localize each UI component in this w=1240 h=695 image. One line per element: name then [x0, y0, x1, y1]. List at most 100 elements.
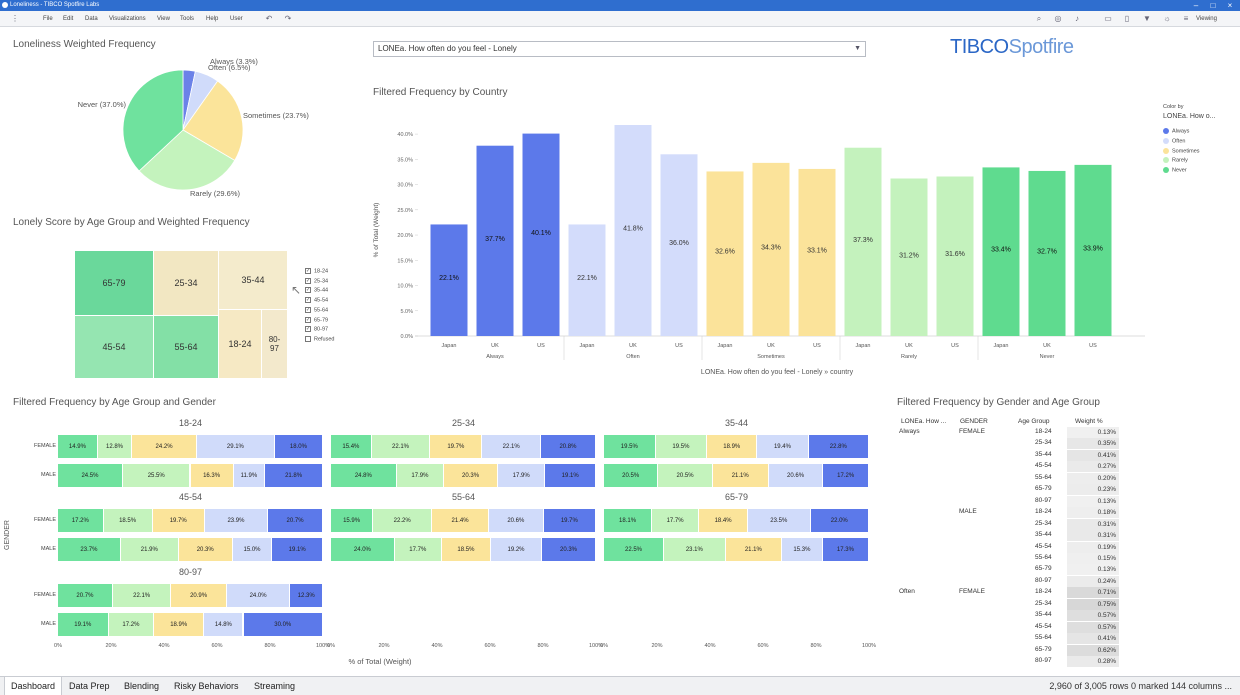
menu-user[interactable]: User [230, 16, 243, 22]
segment-bar[interactable]: 17.3% [822, 538, 868, 561]
segment-bar[interactable]: 30.0% [243, 613, 322, 636]
segment-bar[interactable]: 17.2% [823, 464, 868, 487]
legend-item[interactable]: ✓ 80-97 [305, 326, 365, 333]
close-icon[interactable]: × [1227, 1, 1233, 10]
segment-bar[interactable]: 19.1% [545, 464, 595, 487]
segment-bar[interactable]: 11.9% [233, 464, 265, 487]
bookmark-icon[interactable]: ▯ [1124, 14, 1130, 23]
segment-bar[interactable]: 20.7% [58, 584, 112, 607]
checkbox-icon[interactable]: ✓ [305, 306, 311, 313]
segment-bar[interactable]: 20.3% [542, 538, 595, 561]
segment-bar[interactable]: 21.1% [725, 538, 781, 561]
menu-data[interactable]: Data [85, 16, 98, 22]
segment-bar[interactable]: 20.9% [171, 584, 226, 607]
undo-icon[interactable]: ↶ [265, 14, 273, 23]
checkbox-icon[interactable]: ✓ [305, 287, 311, 294]
search-icon[interactable]: ⌕ [1036, 14, 1042, 23]
segment-bar[interactable]: 18.9% [154, 613, 204, 636]
tab-streaming[interactable]: Streaming [254, 681, 296, 691]
segment-bar[interactable]: 19.1% [58, 613, 108, 636]
treemap-cell[interactable]: 80-97 [262, 310, 287, 378]
segment-bar[interactable]: 23.1% [664, 538, 725, 561]
segment-bar[interactable]: 20.7% [268, 509, 322, 532]
segment-bar[interactable]: 21.8% [265, 464, 322, 487]
segment-bar[interactable]: 19.4% [757, 435, 808, 458]
segment-bar[interactable]: 21.4% [432, 509, 488, 532]
segment-bar[interactable]: 12.8% [97, 435, 132, 458]
segment-bar[interactable]: 19.7% [543, 509, 595, 532]
menu-tools[interactable]: Tools [180, 16, 195, 22]
legend-item[interactable]: ✓ 25-34 [305, 277, 365, 284]
globe-icon[interactable]: ◎ [1054, 14, 1062, 23]
segment-bar[interactable]: 15.4% [331, 435, 371, 458]
treemap-cell[interactable]: 65-79 [75, 251, 153, 315]
segment-bar[interactable]: 23.7% [58, 538, 120, 561]
segment-bar[interactable]: 20.5% [658, 464, 712, 487]
segment-bar[interactable]: 18.4% [699, 509, 748, 532]
legend-item[interactable]: ✓ 55-64 [305, 306, 365, 313]
segment-bar[interactable]: 18.0% [274, 435, 322, 458]
segment-bar[interactable]: 17.2% [58, 509, 103, 532]
tab-data-prep[interactable]: Data Prep [69, 681, 110, 691]
segment-bar[interactable]: 17.2% [108, 613, 154, 636]
comment-icon[interactable]: ▭ [1104, 14, 1112, 23]
segment-bar[interactable]: 21.9% [120, 538, 178, 561]
menu-file[interactable]: File [43, 16, 53, 22]
menu-dots-icon[interactable]: ⋮ [11, 14, 19, 23]
segment-bar[interactable]: 19.5% [604, 435, 655, 458]
checkbox-icon[interactable]: ✓ [305, 277, 311, 284]
tab-risky-behaviors[interactable]: Risky Behaviors [174, 681, 239, 691]
measure-dropdown[interactable]: LONEa. How often do you feel - Lonely ▼ [373, 41, 866, 57]
segment-bar[interactable]: 20.6% [488, 509, 543, 532]
segment-bar[interactable]: 22.1% [112, 584, 171, 607]
segment-bar[interactable]: 24.5% [58, 464, 122, 487]
minimize-icon[interactable]: – [1193, 1, 1199, 10]
segment-bar[interactable]: 18.5% [103, 509, 152, 532]
segment-bar[interactable]: 19.7% [430, 435, 482, 458]
segment-bar[interactable]: 15.9% [331, 509, 373, 532]
checkbox-icon[interactable]: ✓ [305, 268, 311, 274]
menu-edit[interactable]: Edit [63, 16, 74, 22]
segment-bar[interactable]: 16.3% [190, 464, 233, 487]
legend-item[interactable]: Sometimes [1163, 147, 1200, 154]
segment-bar[interactable]: 24.0% [226, 584, 290, 607]
segment-bar[interactable]: 19.5% [655, 435, 707, 458]
segment-bar[interactable]: 17.7% [394, 538, 441, 561]
segment-bar[interactable]: 18.1% [604, 509, 652, 532]
segment-bar[interactable]: 19.1% [272, 538, 322, 561]
legend-item[interactable]: Rarely [1163, 157, 1188, 164]
segment-bar[interactable]: 12.3% [290, 584, 322, 607]
segment-bar[interactable]: 18.9% [707, 435, 757, 458]
segment-bar[interactable]: 15.0% [232, 538, 272, 561]
checkbox-icon[interactable]: ✓ [305, 326, 311, 333]
settings-icon[interactable]: ☼ [1163, 14, 1171, 23]
segment-bar[interactable]: 24.2% [132, 435, 196, 458]
maximize-icon[interactable]: □ [1210, 1, 1216, 10]
details-icon[interactable]: ≡ [1183, 14, 1189, 23]
segment-bar[interactable]: 29.1% [196, 435, 274, 458]
legend-item[interactable]: Refused [305, 335, 365, 342]
segment-bar[interactable]: 15.3% [782, 538, 822, 561]
segment-bar[interactable]: 17.9% [396, 464, 444, 487]
segment-bar[interactable]: 18.5% [441, 538, 490, 561]
segment-bar[interactable]: 14.9% [58, 435, 97, 458]
treemap-cell[interactable]: 45-54 [75, 316, 153, 378]
bell-icon[interactable]: ♪ [1075, 14, 1079, 23]
segment-bar[interactable]: 23.5% [748, 509, 810, 532]
legend-item[interactable]: Often [1163, 137, 1185, 144]
legend-item[interactable]: ✓ 45-54 [305, 297, 365, 304]
tab-dashboard[interactable]: Dashboard [4, 677, 63, 695]
viewing-mode[interactable]: Viewing [1196, 16, 1217, 22]
legend-item[interactable]: Always [1163, 128, 1189, 134]
segment-bar[interactable]: 20.5% [604, 464, 658, 487]
menu-visualizations[interactable]: Visualizations [109, 16, 146, 22]
legend-item[interactable]: ✓ 35-44 [305, 287, 365, 294]
segment-bar[interactable]: 20.8% [540, 435, 595, 458]
segment-bar[interactable]: 23.9% [204, 509, 268, 532]
segment-bar[interactable]: 17.9% [497, 464, 545, 487]
segment-bar[interactable]: 22.5% [604, 538, 664, 561]
segment-bar[interactable]: 19.2% [491, 538, 542, 561]
redo-icon[interactable]: ↷ [284, 14, 292, 23]
segment-bar[interactable]: 22.8% [808, 435, 868, 458]
segment-bar[interactable]: 20.3% [178, 538, 232, 561]
